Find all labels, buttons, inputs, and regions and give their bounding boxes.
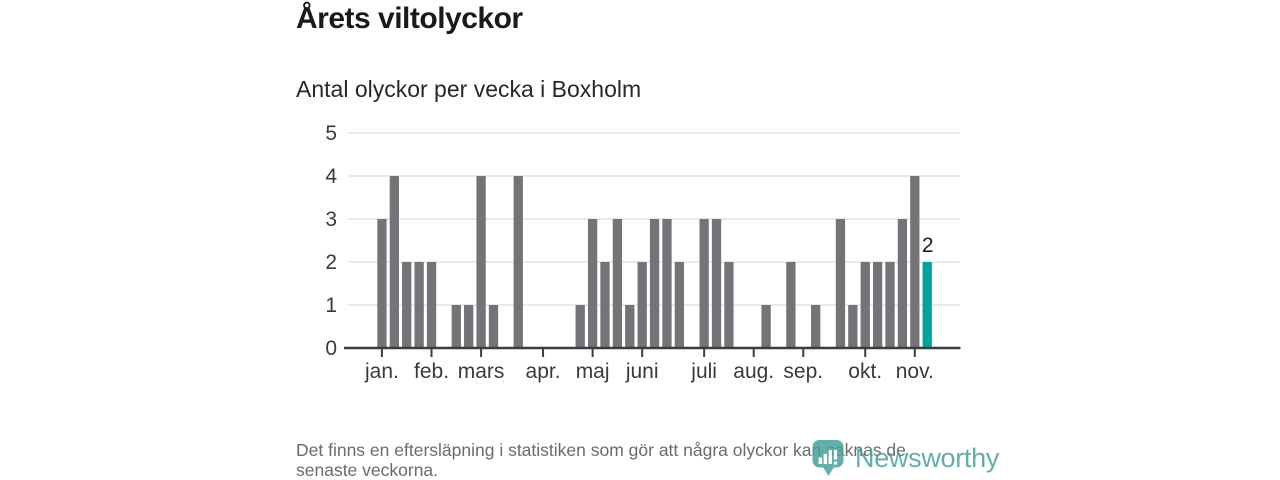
highlight-bar [922, 262, 932, 348]
y-axis-label: 3 [325, 208, 337, 231]
y-axis-label: 5 [325, 122, 337, 145]
month-label: jan. [364, 360, 399, 383]
month-label: okt. [848, 360, 882, 383]
bar-week [426, 262, 437, 348]
bar-week [811, 305, 821, 348]
bar-week [476, 176, 486, 348]
y-axis-label: 1 [325, 294, 337, 317]
footer-note-line1: Det finns en eftersläpning i statistiken… [296, 440, 906, 460]
bar-week [786, 262, 796, 348]
month-label: juli [690, 360, 717, 383]
y-axis-label: 4 [325, 165, 337, 188]
bar-week [637, 262, 647, 348]
bar-week [600, 262, 610, 348]
month-label: juni [625, 360, 659, 383]
month-label: nov. [896, 360, 934, 383]
bar-week [464, 305, 474, 348]
y-axis-label: 2 [325, 251, 337, 274]
bar-week [389, 176, 399, 348]
bar-week [625, 305, 635, 348]
bar-week [414, 262, 424, 348]
month-label: feb. [414, 360, 449, 383]
footer-note-line2: senaste veckorna. [296, 460, 439, 480]
bar-week [488, 305, 499, 348]
bar-week [649, 219, 660, 348]
bar-week [848, 305, 858, 348]
bar-week [860, 262, 870, 348]
bar-week [575, 305, 585, 348]
y-axis-label: 0 [325, 337, 337, 360]
bar-week [910, 176, 920, 348]
bar-week [724, 262, 734, 348]
bar-week [885, 262, 895, 348]
bar-week [377, 219, 387, 348]
footer-note: Det finns en eftersläpning i statistiken… [296, 440, 996, 480]
month-label: sep. [783, 360, 823, 383]
bar-value-label: 2 [922, 234, 934, 257]
bar-week [711, 219, 722, 348]
chart-subtitle: Antal olyckor per vecka i Boxholm [296, 76, 642, 102]
bar-week [451, 305, 461, 348]
month-label: apr. [526, 360, 561, 383]
month-label: aug. [733, 360, 774, 383]
bar-week [897, 219, 908, 348]
bar-week [761, 305, 771, 348]
bar-week [674, 262, 685, 348]
month-label: maj [576, 360, 610, 383]
bar-week [662, 219, 672, 348]
newsworthy-logo-text: Newsworthy [855, 442, 1000, 473]
bar-week [872, 262, 883, 348]
bar-week [513, 176, 523, 348]
bar-week [835, 219, 846, 348]
newsworthy-logo[interactable]: Newsworthy [810, 439, 999, 477]
month-label: mars [458, 360, 505, 383]
bar-week [587, 219, 598, 348]
newsworthy-pin-barchart-icon [812, 440, 844, 476]
bar-week [699, 219, 709, 348]
bar-week [612, 219, 623, 348]
bar-week [402, 262, 412, 348]
page-title: Årets viltolyckor [296, 2, 523, 35]
